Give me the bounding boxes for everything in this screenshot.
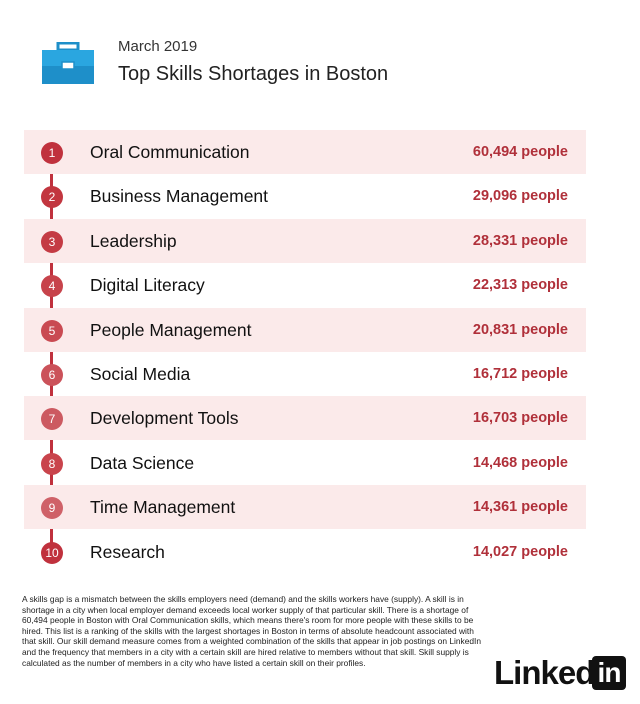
skill-name: Research — [90, 541, 165, 562]
rank-badge: 9 — [41, 497, 63, 520]
briefcase-icon — [42, 42, 94, 84]
shortage-value: 22,313 people — [472, 277, 568, 294]
timeline-spine — [50, 154, 53, 552]
shortage-value: 29,096 people — [472, 188, 568, 205]
report-date: March 2019 — [118, 38, 198, 55]
skill-name: Time Management — [90, 497, 236, 518]
rank-badge: 5 — [41, 319, 63, 342]
rank-badge: 10 — [41, 541, 63, 564]
shortage-value: 20,831 people — [472, 321, 568, 338]
rank-badge: 6 — [41, 364, 63, 386]
rank-badge: 4 — [41, 275, 63, 298]
logo-box: in — [592, 656, 626, 690]
row-background — [24, 307, 586, 352]
shortage-value: 14,027 people — [472, 543, 568, 560]
rank-badge: 7 — [41, 408, 63, 431]
rank-badge: 8 — [41, 452, 63, 475]
skill-name: Business Management — [90, 186, 269, 207]
skills-ranking-chart: 1 Oral Communication 60,494 people 2 Busines… — [24, 130, 586, 574]
shortage-value: 60,494 people — [472, 144, 568, 160]
skill-name: People Management — [90, 319, 252, 340]
shortage-value: 16,703 people — [472, 410, 568, 427]
rank-badge: 3 — [41, 230, 63, 253]
header: March 2019 Top Skills Shortages in Bosto… — [36, 36, 596, 96]
rank-badge: 1 — [41, 142, 63, 164]
logo-wordmark: Linked — [494, 654, 595, 691]
linkedin-logo: Linked in — [494, 654, 628, 692]
skill-name: Digital Literacy — [90, 275, 205, 296]
row-background — [24, 218, 586, 263]
skill-name: Development Tools — [90, 408, 239, 429]
footnote: A skills gap is a mismatch between the s… — [22, 594, 482, 668]
shortage-value: 28,331 people — [472, 232, 568, 249]
page-title: Top Skills Shortages in Boston — [118, 63, 389, 85]
row-background — [24, 485, 586, 530]
shortage-value: 14,361 people — [472, 499, 568, 516]
shortage-value: 14,468 people — [472, 454, 568, 471]
skill-name: Leadership — [90, 230, 177, 251]
skill-name: Oral Communication — [90, 142, 250, 162]
skill-name: Social Media — [90, 364, 191, 384]
row-background — [24, 130, 586, 174]
skill-name: Data Science — [90, 452, 195, 473]
shortage-value: 16,712 people — [472, 366, 568, 382]
rank-badge: 2 — [41, 186, 63, 209]
row-background — [24, 396, 586, 441]
